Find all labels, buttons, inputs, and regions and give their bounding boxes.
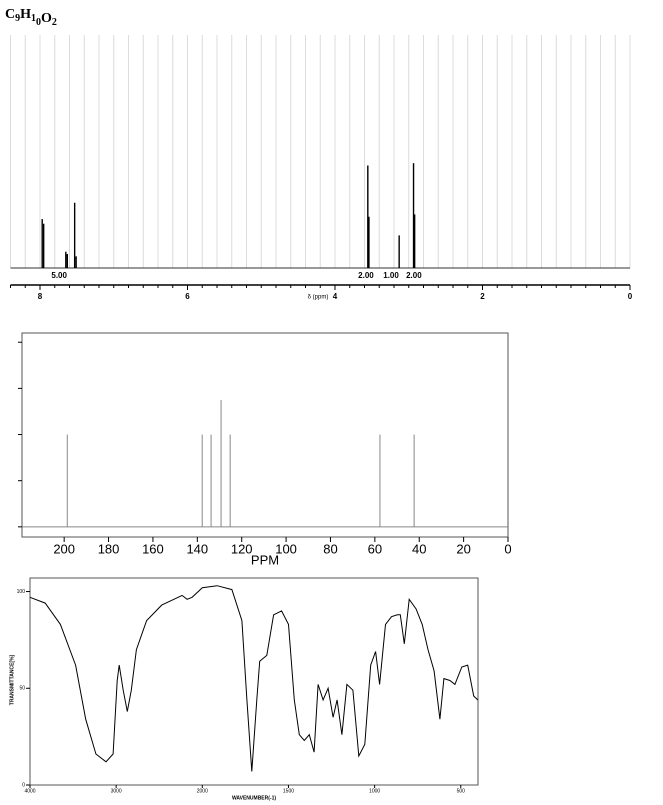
y-axis-label: TRANSMITTANCE[%]	[9, 654, 15, 705]
x-tick-label: 500	[457, 788, 466, 794]
x-tick-label: 6	[185, 292, 190, 301]
integral-label: 1.00	[383, 271, 399, 280]
x-tick-label: 0	[504, 541, 511, 556]
x-tick-label: 0	[628, 292, 633, 301]
x-tick-label: 2000	[197, 788, 208, 794]
x-tick-label: 2	[480, 292, 485, 301]
spectrum-line	[29, 585, 479, 772]
y-tick-label: 100	[17, 589, 26, 595]
y-tick-label: 0	[22, 782, 25, 788]
integral-label: 2.00	[406, 271, 422, 280]
x-tick-label: 100	[275, 541, 297, 556]
x-tick-label: 1500	[283, 788, 294, 794]
x-tick-label: 200	[53, 541, 75, 556]
x-tick-label: 8	[38, 292, 43, 301]
x-axis-label: PPM	[251, 552, 279, 567]
x-tick-label: 160	[142, 541, 164, 556]
x-axis-label: WAVENUMBER(-1)	[232, 795, 276, 801]
plot-frame	[29, 577, 479, 786]
x-tick-label: 4000	[24, 788, 35, 794]
x-tick-label: 20	[456, 541, 470, 556]
x-tick-label: 80	[323, 541, 337, 556]
x-tick-label: 180	[98, 541, 120, 556]
plot-frame	[21, 332, 509, 538]
formula-title: C9H10O2	[5, 7, 57, 28]
x-tick-label: 40	[412, 541, 426, 556]
x-axis-label: δ (ppm)	[308, 295, 329, 301]
x-tick-label: 3000	[111, 788, 122, 794]
x-tick-label: 140	[186, 541, 208, 556]
x-tick-label: 120	[231, 541, 253, 556]
integral-label: 2.00	[358, 271, 374, 280]
x-tick-label: 1000	[369, 788, 380, 794]
x-tick-label: 60	[368, 541, 382, 556]
y-tick-label: 50	[19, 686, 25, 692]
x-tick-label: 4	[333, 292, 338, 301]
integral-label: 5.00	[51, 271, 67, 280]
